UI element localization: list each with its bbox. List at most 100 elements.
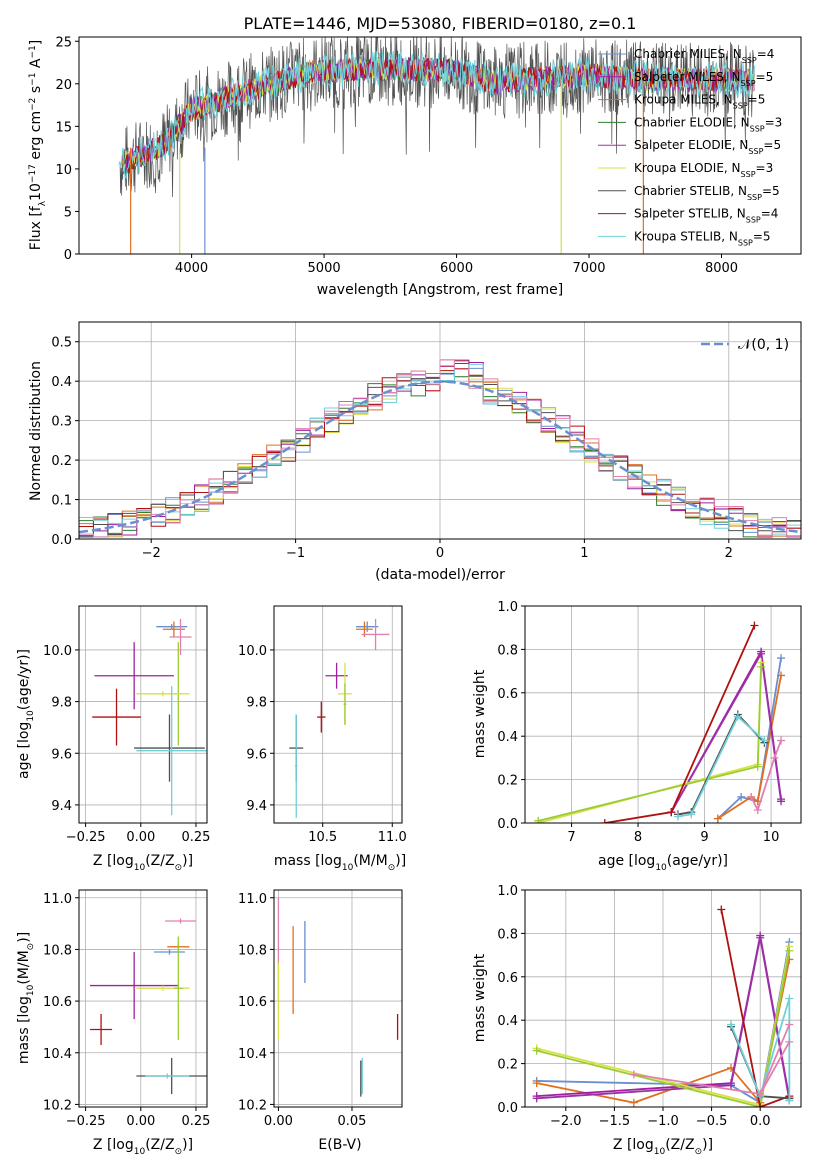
x-tick-label: −2 <box>142 546 161 561</box>
series-marker <box>733 712 742 721</box>
y-tick-label: 15 <box>55 120 72 135</box>
y-tick-label: 0.2 <box>51 454 72 469</box>
y-tick-label: 0 <box>64 248 72 263</box>
x-tick-label: −1.5 <box>599 1114 631 1129</box>
x-tick-label: 7 <box>567 830 575 845</box>
series-marker <box>532 1094 541 1103</box>
axes-frame <box>78 36 802 255</box>
series-marker <box>756 1103 765 1107</box>
series-marker <box>713 814 722 823</box>
series-marker <box>667 808 676 817</box>
series-marker <box>756 1089 765 1098</box>
y-tick-label: 10.8 <box>43 943 72 958</box>
plot-area-mass_vs_EBV <box>277 897 399 1097</box>
plot-area-age_vs_Z <box>92 618 207 816</box>
series-marker <box>532 1079 541 1088</box>
plot-area-residuals <box>79 359 801 538</box>
series-marker <box>785 946 794 955</box>
y-tick-label: 10.2 <box>238 1098 267 1113</box>
legend-entry: Chabrier ELODIE, NSSP=3 <box>634 115 782 132</box>
x-tick-label: 4000 <box>175 261 208 276</box>
y-tick-label: 10.4 <box>238 1047 267 1062</box>
x-tick-label: −1.0 <box>647 1114 679 1129</box>
legend-entry: Salpeter STELIB, NSSP=4 <box>634 207 778 225</box>
series-marker <box>534 816 543 823</box>
series-marker <box>687 810 696 819</box>
figure-title: PLATE=1446, MJD=53080, FIBERID=0180, z=0… <box>244 14 637 33</box>
series-marker <box>750 621 759 630</box>
axes-weight_vs_age: 7 8 9 10 0.0 0.2 0.4 0.6 0.8 1.0 age [log10(age/yr… <box>472 600 802 873</box>
x-tick-label: 0.00 <box>126 1114 155 1129</box>
y-tick-label: 9.4 <box>51 799 72 814</box>
axes-mass_vs_EBV: 0.00 0.05 10.2 10.4 10.6 10.8 11.0 E(B-V) <box>238 889 403 1153</box>
y-tick-label: 0.0 <box>497 817 518 832</box>
series-marker <box>753 805 762 814</box>
weight-age-ylabel: mass weight <box>472 669 488 758</box>
y-tick-label: 9.8 <box>246 696 267 711</box>
y-tick-label: 0.8 <box>497 643 518 658</box>
x-tick-label: 0.25 <box>181 1114 210 1129</box>
x-tick-label: 6000 <box>440 261 473 276</box>
y-tick-label: 0.6 <box>497 971 518 986</box>
legend-entry: Salpeter MILES, NSSP=5 <box>634 70 773 88</box>
spectrum-ylabel: Flux [fλ10−17 erg cm−2 s−1 A−1] <box>28 40 48 250</box>
x-tick-label: −0.25 <box>66 830 106 845</box>
y-tick-label: 10.6 <box>238 995 267 1010</box>
mass-z-ylabel: mass [log10(M/M⊙)] <box>16 932 36 1064</box>
series-line <box>677 715 766 818</box>
axes-spectrum: 4000 5000 6000 7000 8000 0 5 10 15 20 25 wavelength… <box>28 35 802 298</box>
axes-frame <box>78 321 802 540</box>
y-tick-label: 0.3 <box>51 415 72 430</box>
x-tick-label: 8000 <box>705 261 738 276</box>
series-marker <box>756 933 765 942</box>
x-tick-label: −0.25 <box>66 1114 106 1129</box>
axes-frame <box>273 889 403 1108</box>
x-tick-label: 7000 <box>572 261 605 276</box>
x-tick-label: 0.0 <box>750 1114 771 1129</box>
histogram-step <box>79 359 801 538</box>
y-tick-label: 10 <box>55 163 72 178</box>
series-marker <box>757 662 766 671</box>
spectrum-xlabel: wavelength [Angstrom, rest frame] <box>317 282 563 298</box>
x-tick-label: 0.25 <box>181 830 210 845</box>
legend-entry: Kroupa MILES, NSSP=5 <box>634 93 765 111</box>
series-line <box>759 1041 791 1095</box>
series-marker <box>717 905 726 914</box>
series-marker <box>753 762 762 771</box>
y-tick-label: 9.4 <box>246 799 267 814</box>
axes-frame <box>78 605 208 824</box>
series-marker <box>777 654 786 663</box>
legend-entry: Kroupa STELIB, NSSP=5 <box>634 229 771 247</box>
weight-age-xlabel: age [log10(age/yr)] <box>598 853 728 873</box>
series-line <box>536 950 791 1107</box>
axes-mass_vs_Z: −0.25 0.00 0.25 10.2 10.4 10.6 10.8 11.0 Z [log1… <box>16 889 210 1157</box>
series-marker <box>785 1020 794 1029</box>
mass-ebv-xlabel: E(B-V) <box>318 1137 361 1153</box>
y-tick-label: 0.0 <box>51 533 72 548</box>
residual-ylabel: Normed distribution <box>28 361 44 501</box>
axes-frame <box>78 889 208 1108</box>
series-marker <box>727 1081 736 1090</box>
x-tick-label: 9 <box>700 830 708 845</box>
y-tick-label: 10.4 <box>43 1047 72 1062</box>
y-tick-label: 9.8 <box>51 696 72 711</box>
series-marker <box>757 649 766 658</box>
axes-frame <box>524 605 802 824</box>
series-line <box>750 740 782 813</box>
x-tick-label: −0.5 <box>696 1114 728 1129</box>
x-tick-label: 2 <box>725 546 733 561</box>
axes-weight_vs_Z: −2.0 −1.5 −1.0 −0.5 0.0 0.0 0.2 0.4 0.6 0.8 1.0 Z [… <box>472 884 802 1157</box>
series-line <box>720 909 790 1107</box>
series-marker <box>727 1020 736 1029</box>
y-tick-label: 0.8 <box>497 927 518 942</box>
y-tick-label: 0.2 <box>497 1058 518 1073</box>
x-tick-label: 0 <box>436 546 444 561</box>
gaussian-curve <box>79 380 801 534</box>
age-z-xlabel: Z [log10(Z/Z⊙)] <box>93 853 193 873</box>
axes-frame <box>524 889 802 1108</box>
series-marker <box>777 797 786 806</box>
series-marker <box>777 736 786 745</box>
y-tick-label: 20 <box>55 78 72 93</box>
axes-residuals: −2 −1 0 1 2 0.0 0.1 0.2 0.3 0.4 0.5 𝒩(0, 1) (data-mo… <box>28 321 802 583</box>
x-tick-label: 10.5 <box>308 830 337 845</box>
